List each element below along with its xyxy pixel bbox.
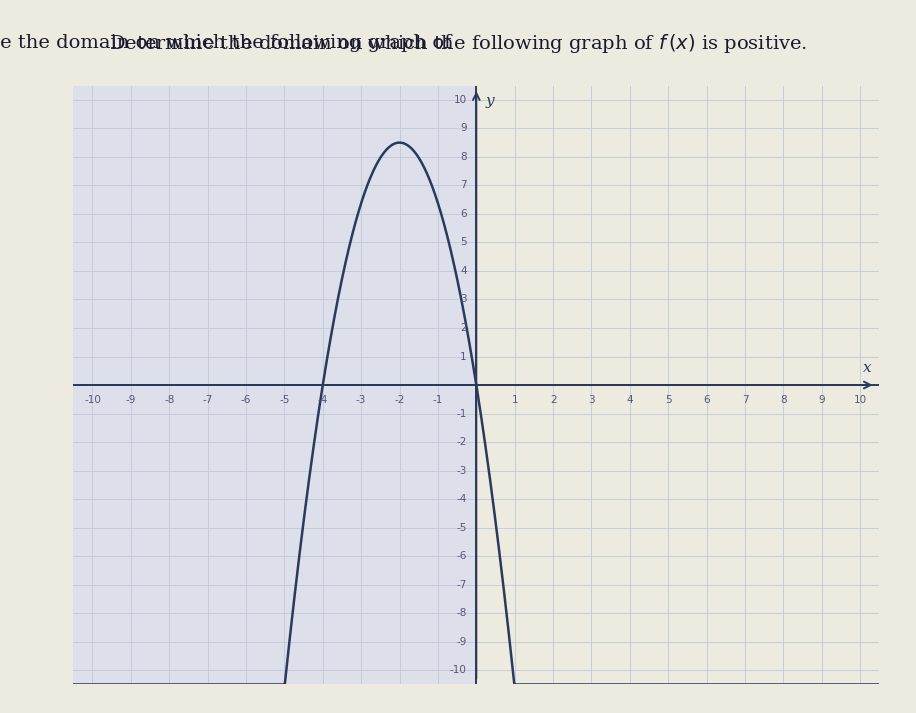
Text: 10: 10	[854, 395, 867, 405]
Text: 7: 7	[742, 395, 748, 405]
Text: 2: 2	[550, 395, 556, 405]
Text: Determine the domain on which the following graph of $f\,(x)$ is positive.: Determine the domain on which the follow…	[109, 32, 807, 55]
Text: 6: 6	[703, 395, 710, 405]
Text: 2: 2	[460, 323, 467, 333]
Text: -9: -9	[125, 395, 136, 405]
Text: 4: 4	[460, 266, 467, 276]
Text: x: x	[863, 361, 872, 375]
Text: 5: 5	[665, 395, 671, 405]
Text: -1: -1	[432, 395, 443, 405]
Text: -3: -3	[356, 395, 366, 405]
Text: -10: -10	[84, 395, 101, 405]
Text: -4: -4	[318, 395, 328, 405]
Text: y: y	[485, 94, 495, 108]
Text: 3: 3	[588, 395, 594, 405]
Text: 9: 9	[819, 395, 825, 405]
Text: 1: 1	[460, 352, 467, 361]
Text: -7: -7	[202, 395, 213, 405]
Text: 8: 8	[780, 395, 787, 405]
Text: 8: 8	[460, 152, 467, 162]
Text: -2: -2	[456, 437, 467, 447]
Text: -7: -7	[456, 580, 467, 590]
Text: -2: -2	[395, 395, 405, 405]
Text: -3: -3	[456, 466, 467, 476]
Text: 10: 10	[453, 95, 467, 105]
Text: -5: -5	[456, 523, 467, 533]
Text: -8: -8	[164, 395, 174, 405]
Text: 3: 3	[460, 294, 467, 304]
Text: -6: -6	[241, 395, 251, 405]
Text: -5: -5	[279, 395, 289, 405]
Text: 1: 1	[511, 395, 518, 405]
Text: -9: -9	[456, 637, 467, 647]
Text: Determine the domain on which the following graph of: Determine the domain on which the follow…	[0, 34, 458, 52]
Text: -10: -10	[450, 665, 467, 675]
Text: 6: 6	[460, 209, 467, 219]
Bar	[73, 86, 476, 684]
Text: 9: 9	[460, 123, 467, 133]
Text: 5: 5	[460, 237, 467, 247]
Text: 7: 7	[460, 180, 467, 190]
Text: -6: -6	[456, 551, 467, 561]
Text: -4: -4	[456, 494, 467, 504]
Text: 4: 4	[627, 395, 633, 405]
Text: -8: -8	[456, 608, 467, 618]
Text: -1: -1	[456, 409, 467, 419]
